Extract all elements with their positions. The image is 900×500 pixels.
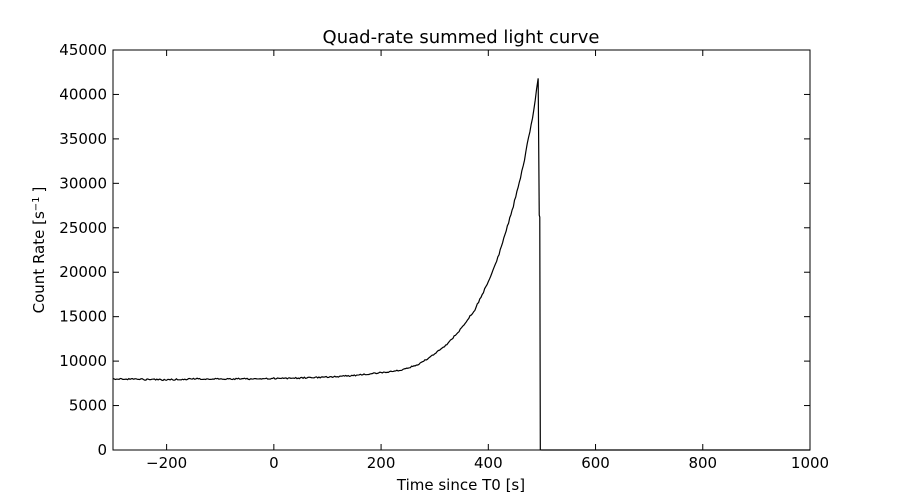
y-tick-label: 0 — [97, 441, 107, 459]
series-line-0 — [112, 78, 810, 451]
y-tick-label: 30000 — [59, 174, 107, 192]
x-tick-label: 400 — [474, 454, 503, 472]
y-tick-label: 25000 — [59, 219, 107, 237]
plot-area — [112, 49, 811, 451]
x-tick-label: 1000 — [791, 454, 829, 472]
y-tick-label: 15000 — [59, 308, 107, 326]
x-tick-label: 800 — [688, 454, 717, 472]
y-axis-label: Count Rate [s−1] — [30, 187, 48, 314]
x-tick-label: −200 — [146, 454, 187, 472]
y-tick-label: 45000 — [59, 41, 107, 59]
y-tick-label: 40000 — [59, 85, 107, 103]
y-axis-label-end: ] — [30, 187, 48, 193]
y-tick-label: 20000 — [59, 263, 107, 281]
plot-frame — [112, 49, 811, 451]
y-axis: 0 5000 10000 15000 20000 25000 30000 35000 40000… — [59, 41, 810, 459]
y-axis-label-superscript: −1 — [31, 196, 42, 211]
x-tick-label: 0 — [269, 454, 279, 472]
x-axis: −200 0 200 400 600 800 1000 — [146, 50, 829, 472]
y-tick-label: 5000 — [69, 397, 107, 415]
y-tick-label: 10000 — [59, 352, 107, 370]
x-tick-label: 200 — [367, 454, 396, 472]
x-tick-label: 600 — [581, 454, 610, 472]
y-tick-label: 35000 — [59, 130, 107, 148]
chart-title: Quad-rate summed light curve — [323, 27, 600, 48]
y-axis-label-main: Count Rate [s — [30, 211, 48, 313]
x-axis-label: Time since T0 [s] — [396, 476, 525, 494]
